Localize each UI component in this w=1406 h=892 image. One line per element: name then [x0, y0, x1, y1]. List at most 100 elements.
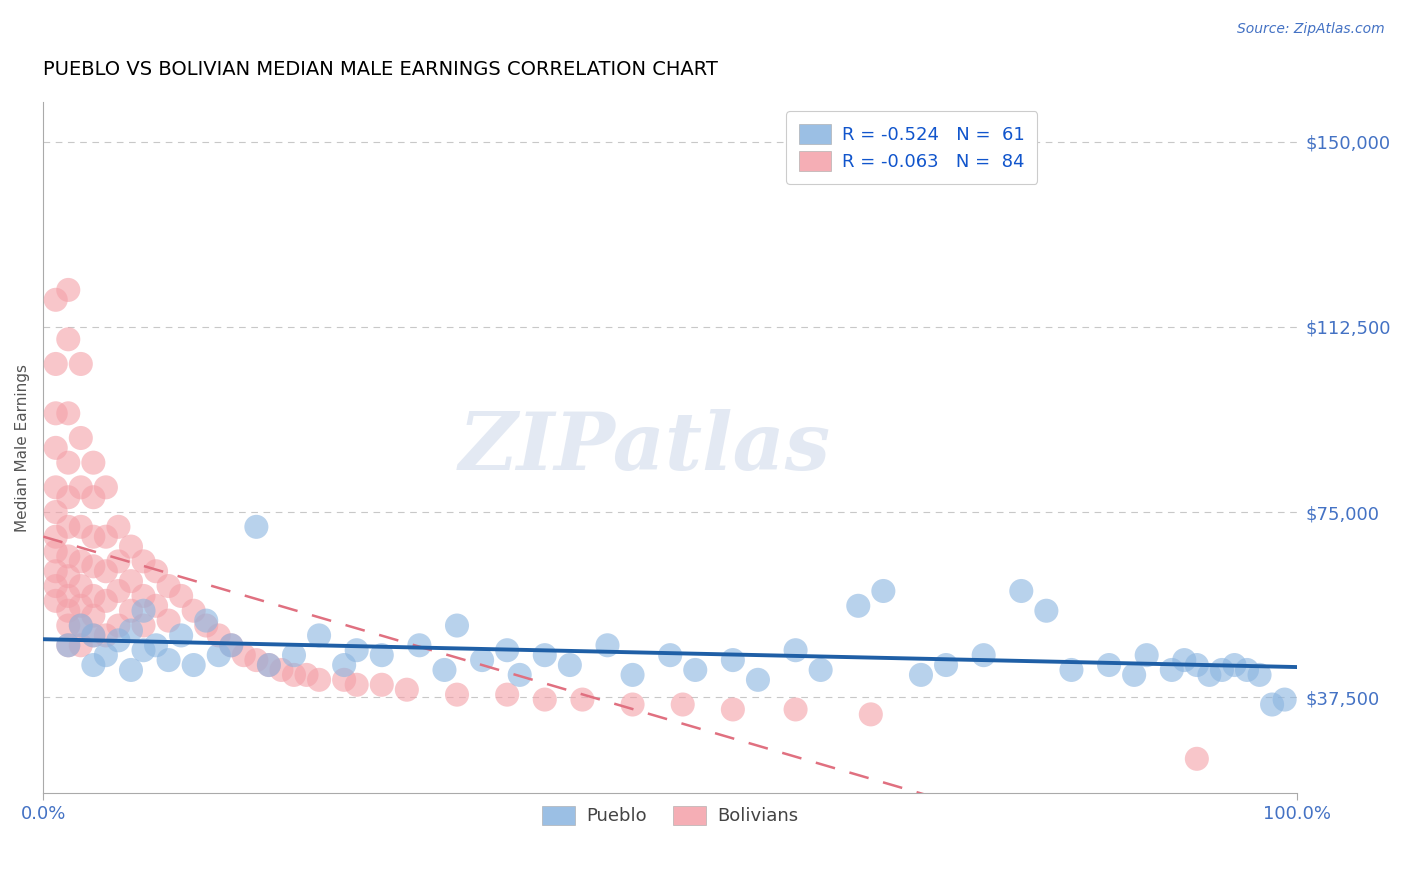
- Point: [107, 554, 129, 568]
- Y-axis label: Median Male Earnings: Median Male Earnings: [15, 364, 30, 532]
- Point: [270, 663, 292, 677]
- Point: [82, 530, 104, 544]
- Legend: Pueblo, Bolivians: Pueblo, Bolivians: [536, 798, 806, 833]
- Point: [94, 564, 117, 578]
- Point: [82, 628, 104, 642]
- Point: [533, 648, 555, 662]
- Point: [58, 638, 80, 652]
- Point: [107, 584, 129, 599]
- Point: [69, 579, 91, 593]
- Point: [846, 599, 869, 613]
- Point: [58, 569, 80, 583]
- Point: [69, 618, 91, 632]
- Point: [58, 520, 80, 534]
- Point: [558, 658, 581, 673]
- Point: [496, 688, 519, 702]
- Point: [371, 648, 394, 662]
- Point: [659, 648, 682, 662]
- Point: [1185, 658, 1208, 673]
- Point: [747, 673, 769, 687]
- Point: [58, 604, 80, 618]
- Point: [346, 678, 368, 692]
- Point: [58, 283, 80, 297]
- Point: [69, 357, 91, 371]
- Point: [82, 559, 104, 574]
- Point: [145, 638, 167, 652]
- Point: [1035, 604, 1057, 618]
- Point: [58, 549, 80, 564]
- Point: [82, 490, 104, 504]
- Point: [82, 658, 104, 673]
- Point: [45, 579, 67, 593]
- Point: [973, 648, 995, 662]
- Point: [132, 554, 155, 568]
- Point: [571, 692, 593, 706]
- Point: [208, 628, 231, 642]
- Point: [45, 544, 67, 558]
- Point: [935, 658, 957, 673]
- Point: [1261, 698, 1284, 712]
- Point: [94, 648, 117, 662]
- Text: ZIPatlas: ZIPatlas: [458, 409, 831, 487]
- Text: Source: ZipAtlas.com: Source: ZipAtlas.com: [1237, 22, 1385, 37]
- Point: [120, 663, 142, 677]
- Point: [45, 594, 67, 608]
- Point: [107, 520, 129, 534]
- Point: [170, 628, 193, 642]
- Point: [683, 663, 706, 677]
- Point: [58, 618, 80, 632]
- Point: [859, 707, 882, 722]
- Point: [295, 668, 318, 682]
- Point: [408, 638, 430, 652]
- Point: [433, 663, 456, 677]
- Point: [872, 584, 894, 599]
- Point: [333, 673, 356, 687]
- Point: [69, 554, 91, 568]
- Point: [346, 643, 368, 657]
- Point: [45, 293, 67, 307]
- Point: [395, 682, 418, 697]
- Point: [69, 480, 91, 494]
- Point: [132, 618, 155, 632]
- Point: [132, 604, 155, 618]
- Point: [245, 653, 267, 667]
- Point: [1249, 668, 1271, 682]
- Point: [170, 589, 193, 603]
- Point: [69, 520, 91, 534]
- Point: [509, 668, 531, 682]
- Point: [94, 480, 117, 494]
- Point: [58, 589, 80, 603]
- Point: [45, 357, 67, 371]
- Point: [157, 614, 180, 628]
- Point: [45, 505, 67, 519]
- Point: [1198, 668, 1220, 682]
- Point: [45, 406, 67, 420]
- Point: [232, 648, 254, 662]
- Point: [446, 618, 468, 632]
- Point: [45, 480, 67, 494]
- Point: [221, 638, 243, 652]
- Point: [1060, 663, 1083, 677]
- Point: [1236, 663, 1258, 677]
- Point: [621, 698, 644, 712]
- Point: [533, 692, 555, 706]
- Point: [45, 564, 67, 578]
- Point: [120, 540, 142, 554]
- Point: [672, 698, 695, 712]
- Point: [910, 668, 932, 682]
- Point: [283, 668, 305, 682]
- Point: [132, 589, 155, 603]
- Point: [1223, 658, 1246, 673]
- Point: [333, 658, 356, 673]
- Point: [120, 604, 142, 618]
- Point: [69, 618, 91, 632]
- Point: [621, 668, 644, 682]
- Point: [157, 579, 180, 593]
- Point: [1136, 648, 1159, 662]
- Point: [785, 702, 807, 716]
- Point: [82, 456, 104, 470]
- Point: [596, 638, 619, 652]
- Point: [810, 663, 832, 677]
- Point: [69, 638, 91, 652]
- Point: [257, 658, 280, 673]
